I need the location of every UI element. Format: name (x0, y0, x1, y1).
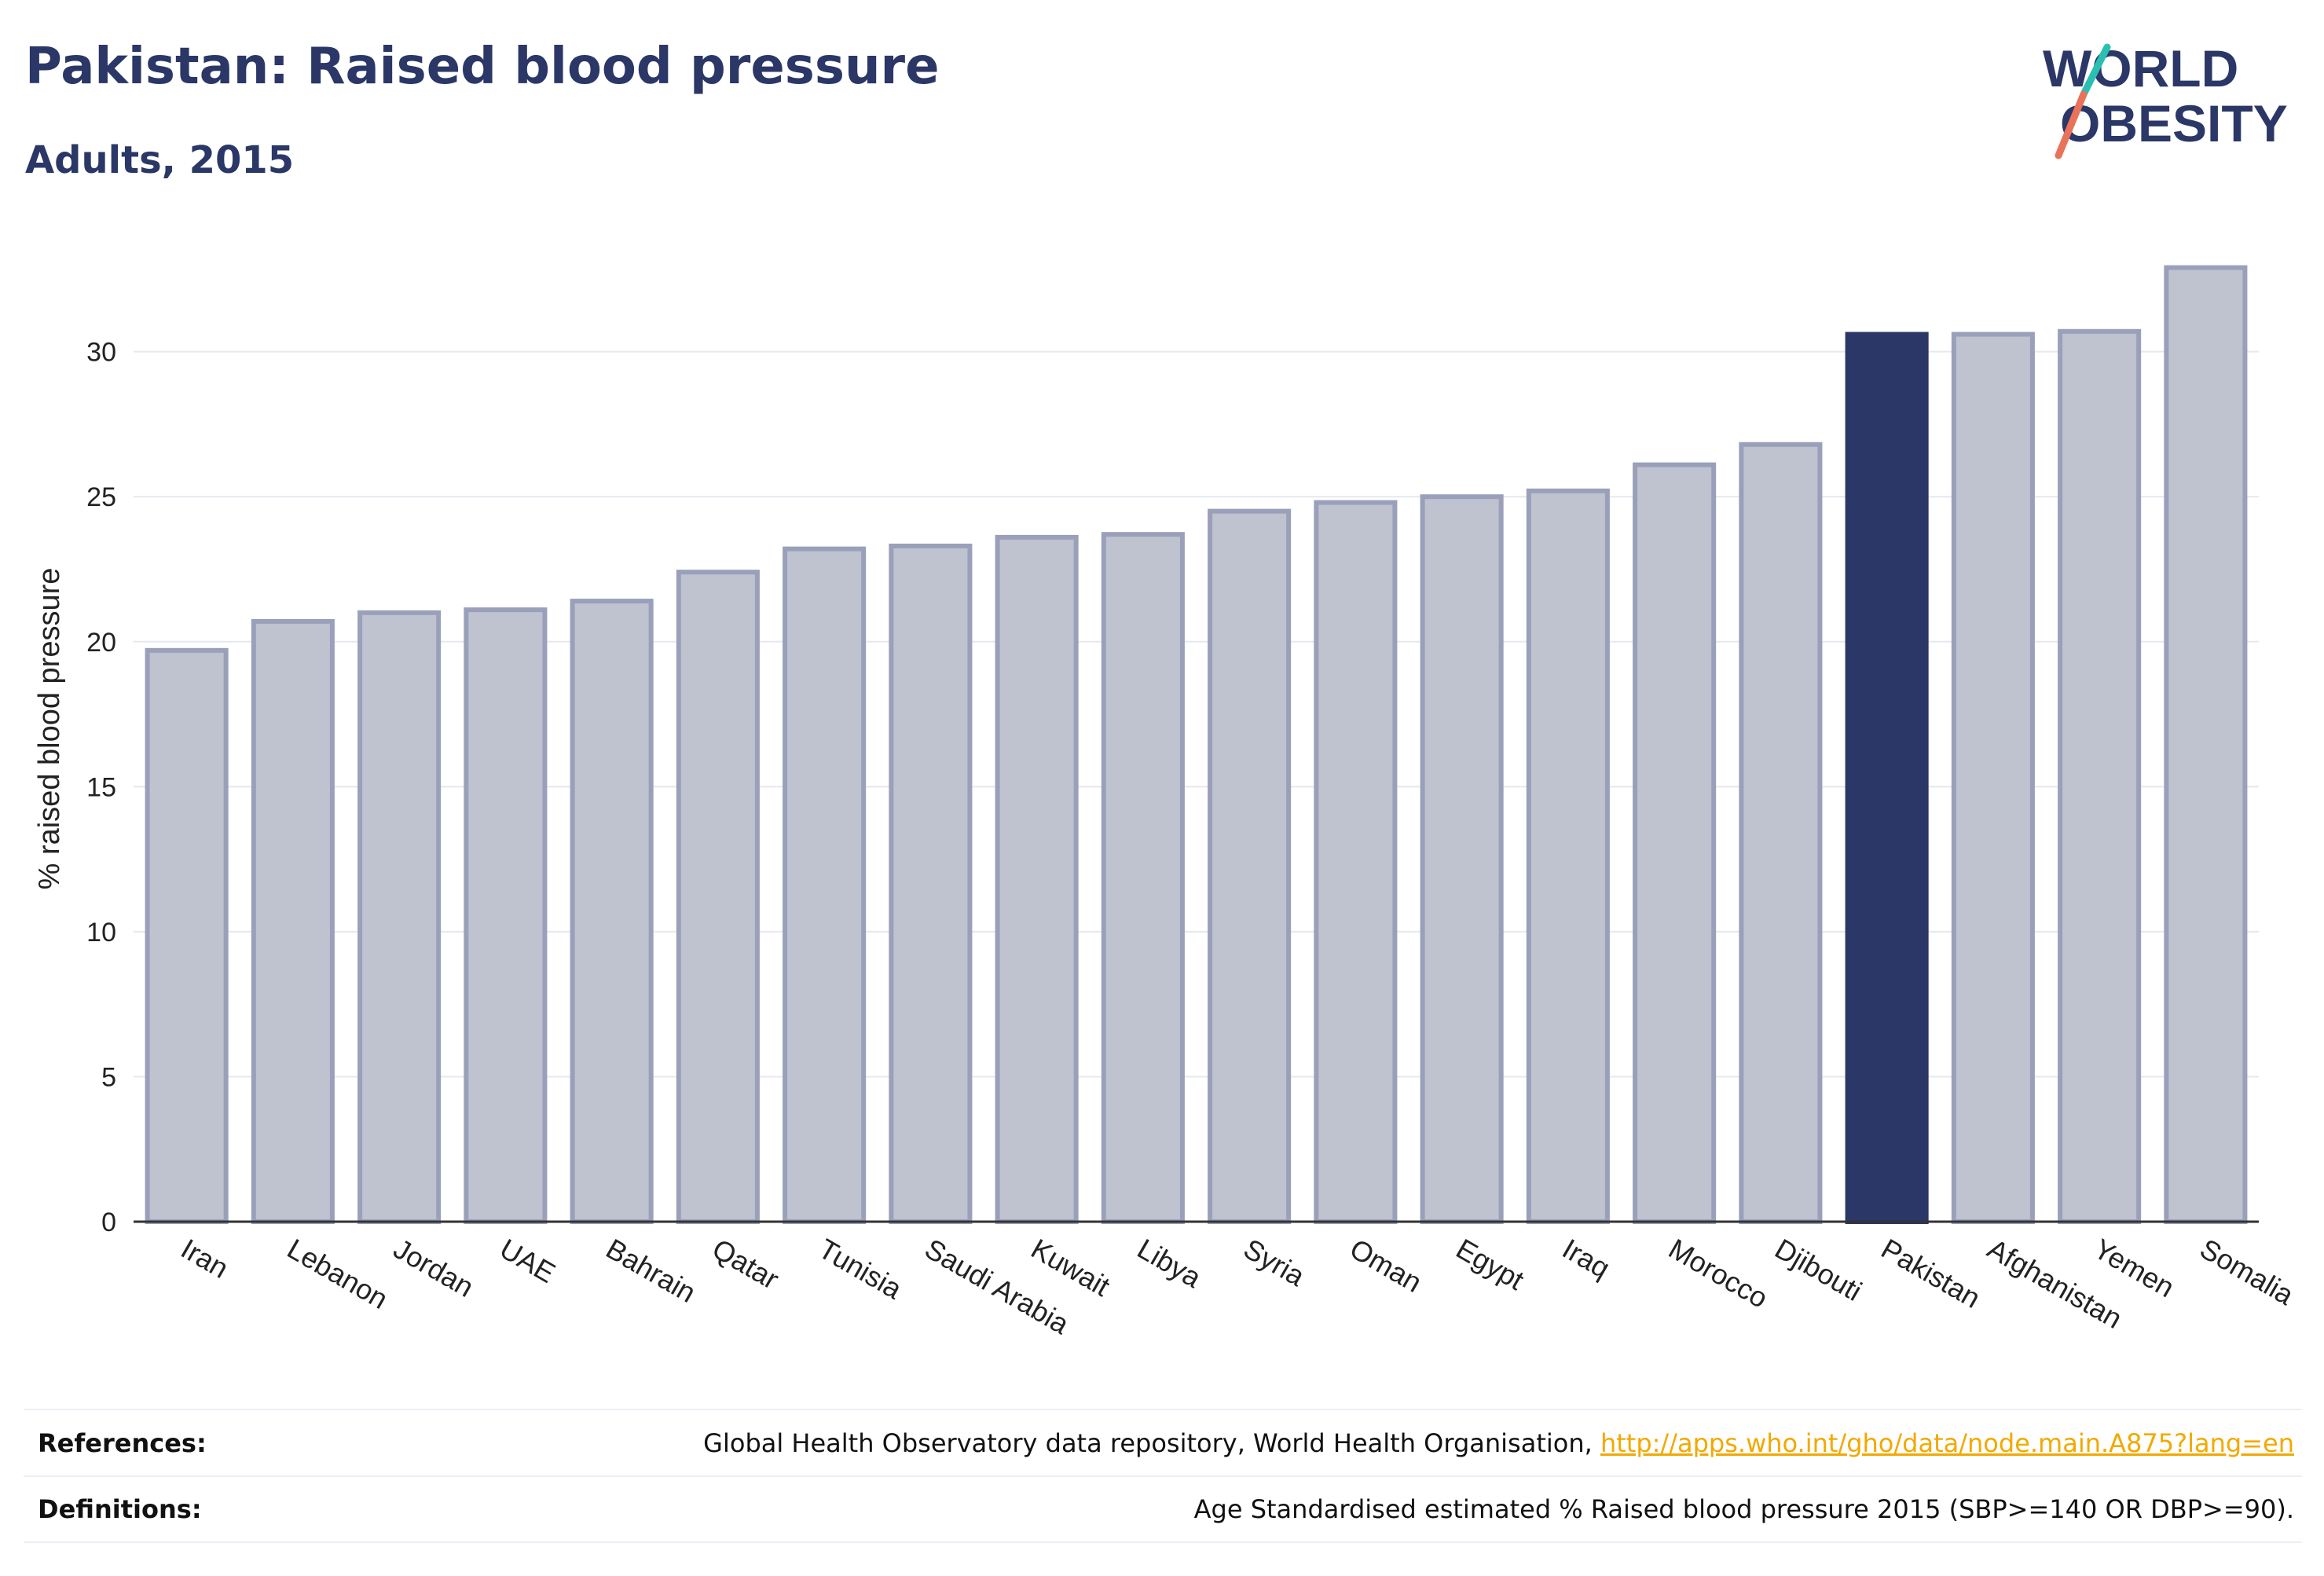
x-tick-label: Iraq (1557, 1232, 1615, 1285)
y-tick-label: 30 (86, 338, 116, 368)
footer-divider (24, 1475, 2302, 1477)
bar (1208, 508, 1292, 1224)
x-tick-label: Lebanon (282, 1232, 394, 1315)
bar (889, 543, 973, 1224)
world-obesity-logo: WORLD OBESITY (2043, 39, 2288, 159)
bar-chart: 0 5 10 15 20 25 30 % raised blood pressure Iran L… (33, 265, 2300, 1340)
x-tick-label: Iran (176, 1232, 234, 1285)
bar (995, 534, 1079, 1224)
x-tick-label: Syria (1238, 1232, 1310, 1292)
references-label: References: (38, 1428, 207, 1458)
bar (1845, 332, 1929, 1224)
logo-slash-top (2080, 43, 2111, 98)
y-axis-label: % raised blood pressure (33, 568, 66, 890)
bar (570, 599, 654, 1224)
references-text: Global Health Observatory data repositor… (703, 1428, 1600, 1458)
bar (1420, 494, 1504, 1224)
logo-slash-bottom (2055, 90, 2088, 159)
x-tick-label: Djibouti (1769, 1232, 1867, 1307)
bar (783, 546, 867, 1224)
bar (251, 618, 335, 1224)
x-tick-label: Morocco (1663, 1232, 1773, 1314)
x-tick-label: Libya (1132, 1232, 1208, 1294)
x-tick-label: Bahrain (601, 1232, 702, 1309)
definitions-row: Definitions: Age Standardised estimated … (24, 1479, 2302, 1540)
bar (2164, 265, 2248, 1225)
x-tick-label: Pakistan (1876, 1232, 1986, 1314)
references-row: References: Global Health Observatory da… (24, 1413, 2302, 1474)
x-tick-label: Egypt (1451, 1232, 1530, 1296)
y-tick-label: 20 (86, 628, 116, 658)
footer-divider (24, 1541, 2302, 1543)
bar (145, 647, 229, 1224)
y-tick-label: 5 (101, 1062, 116, 1092)
bar (1739, 442, 1823, 1224)
definitions-label: Definitions: (38, 1494, 202, 1524)
references-value: Global Health Observatory data repositor… (703, 1428, 2294, 1458)
bar (357, 610, 442, 1224)
bar (1314, 500, 1398, 1224)
page-subtitle: Adults, 2015 (25, 138, 295, 182)
logo-line2: OBESITY (2060, 94, 2288, 152)
references-link[interactable]: http://apps.who.int/gho/data/node.main.A… (1600, 1428, 2294, 1458)
logo-line1: WORLD (2043, 39, 2238, 97)
x-tick-label: Oman (1344, 1232, 1427, 1299)
x-tick-label: Somalia (2194, 1232, 2300, 1311)
y-tick-label: 0 (101, 1208, 116, 1237)
x-tick-label: UAE (494, 1232, 561, 1289)
x-tick-label: Qatar (707, 1232, 784, 1296)
y-tick-label: 10 (86, 918, 116, 947)
y-tick-label: 15 (86, 772, 116, 802)
page-title: Pakistan: Raised blood pressure (25, 38, 940, 96)
y-tick-label: 25 (86, 482, 116, 512)
x-tick-label: Tunisia (813, 1232, 908, 1305)
footer-divider (24, 1409, 2302, 1410)
x-tick-label: Jordan (388, 1232, 479, 1303)
bar (676, 570, 760, 1224)
bar (1101, 532, 1185, 1224)
bar (464, 607, 548, 1224)
bar (1526, 488, 1610, 1224)
definitions-value: Age Standardised estimated % Raised bloo… (1193, 1494, 2294, 1524)
bar (1633, 462, 1717, 1224)
bar (2058, 328, 2142, 1224)
bar (1951, 332, 2035, 1224)
